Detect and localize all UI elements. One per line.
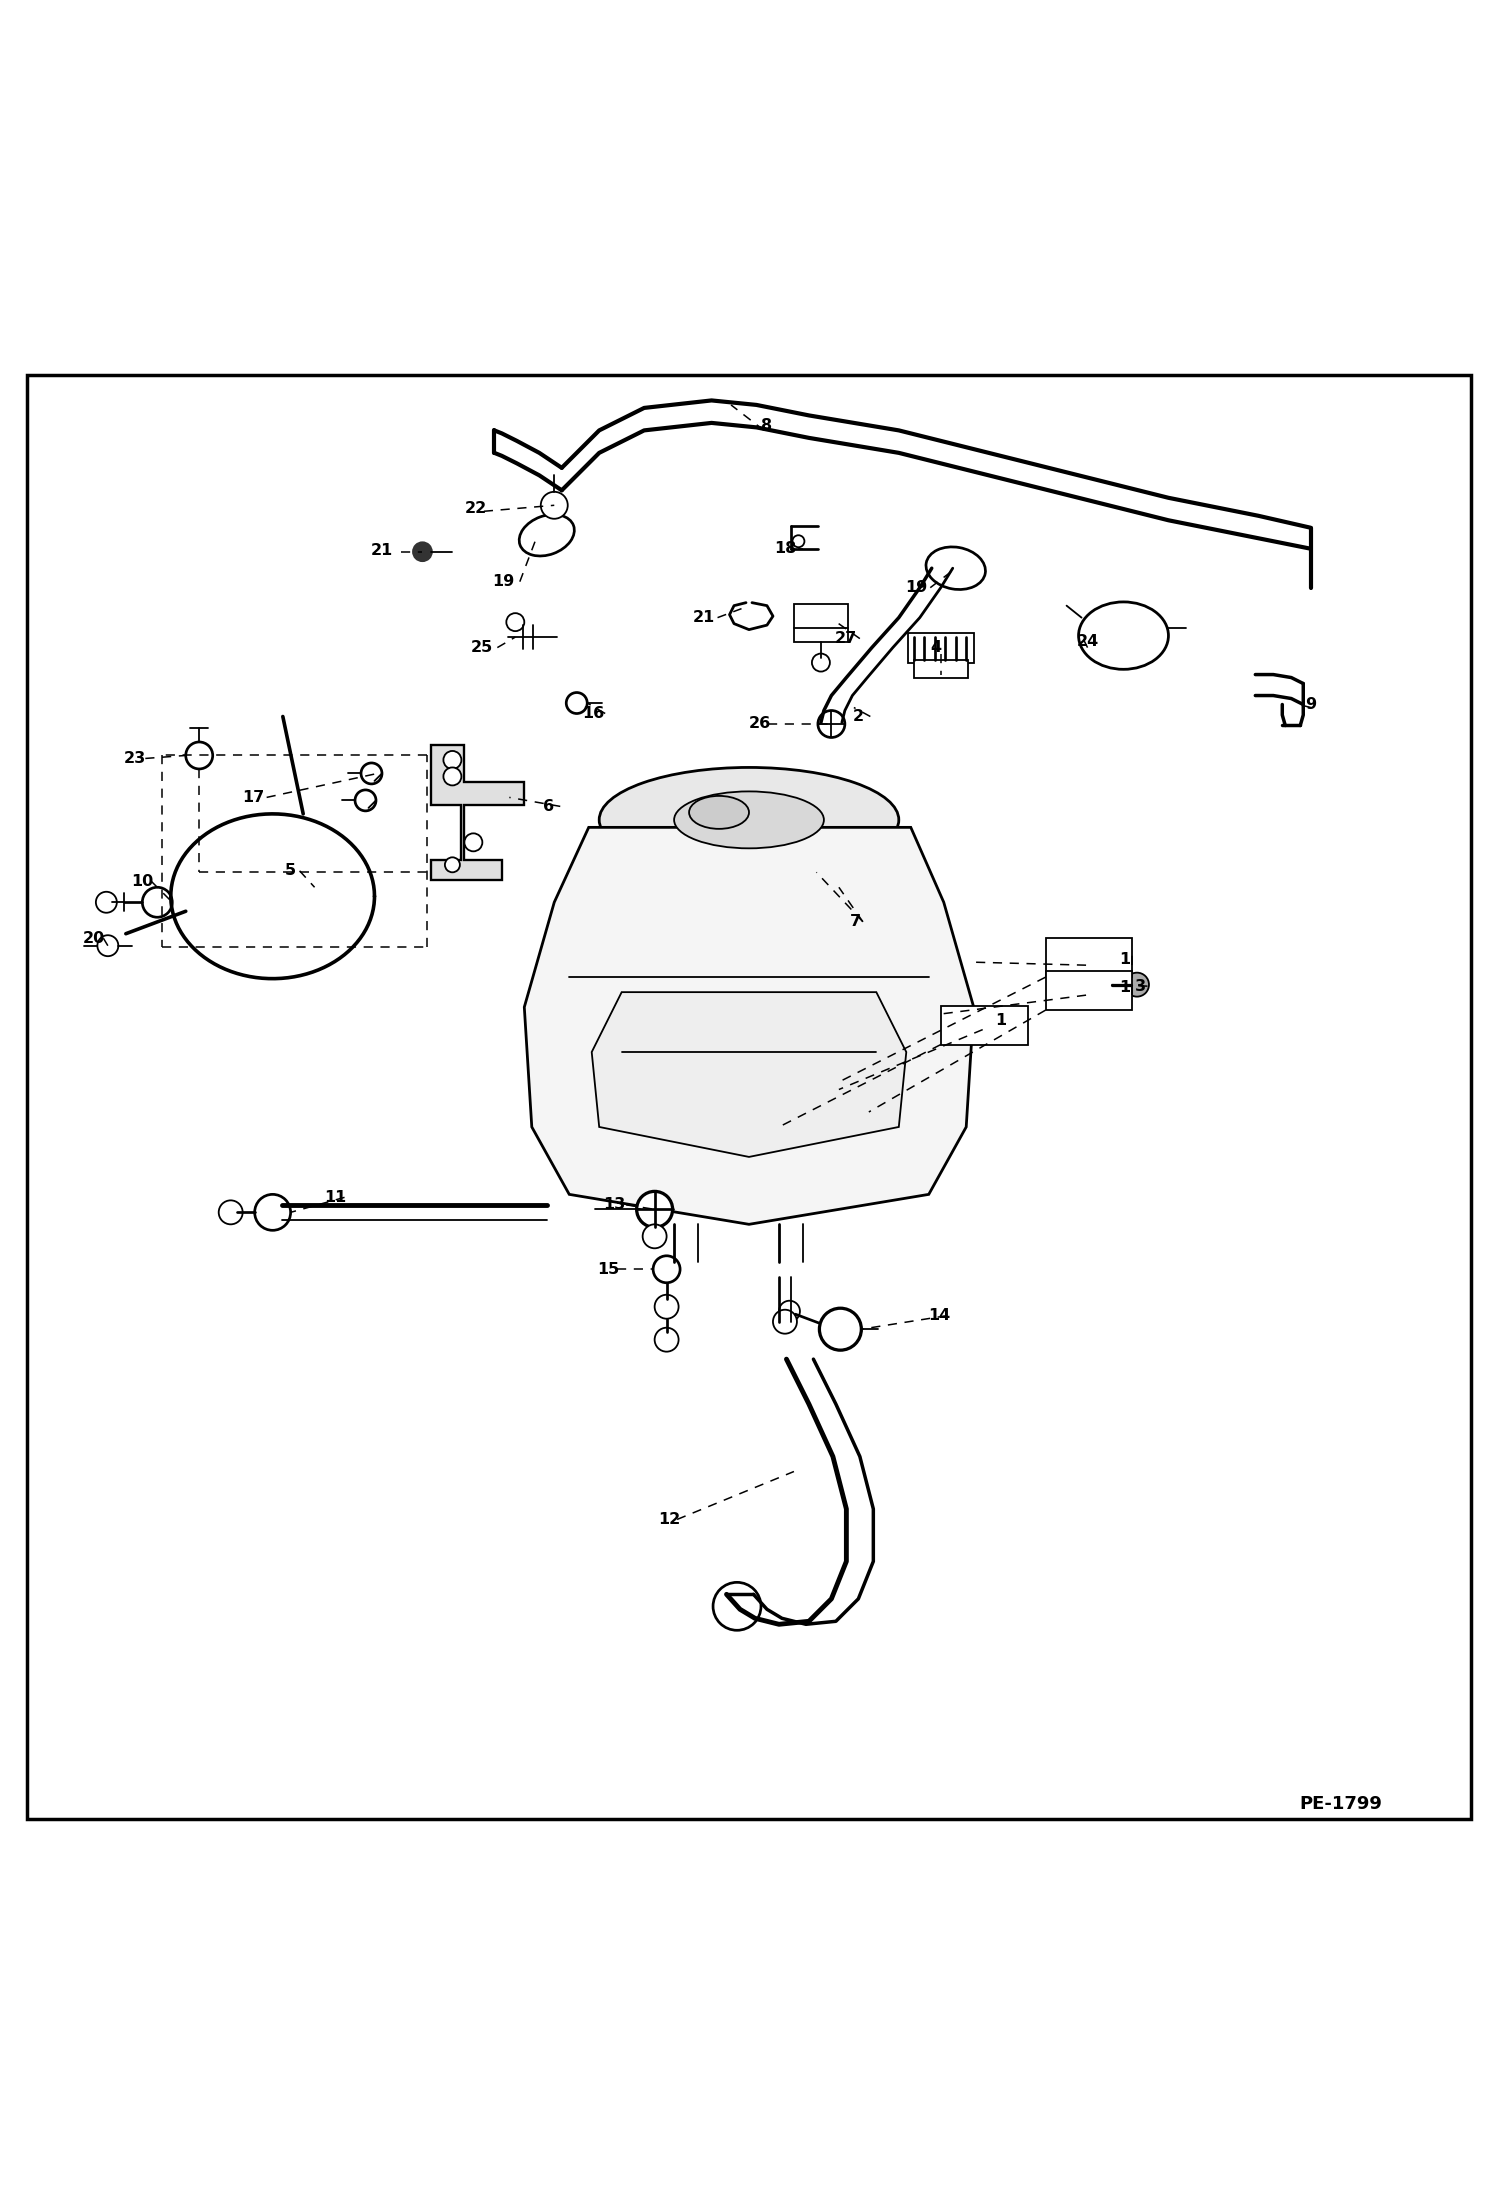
Circle shape — [464, 834, 482, 851]
Circle shape — [713, 1582, 761, 1630]
Text: 1: 1 — [1119, 952, 1131, 968]
Circle shape — [142, 886, 172, 917]
Bar — [1046, 939, 1132, 976]
Text: 18: 18 — [774, 542, 795, 557]
Text: 16: 16 — [583, 706, 604, 722]
Circle shape — [541, 491, 568, 518]
Polygon shape — [592, 992, 906, 1156]
Text: 22: 22 — [466, 500, 487, 516]
Circle shape — [355, 790, 376, 812]
Text: 24: 24 — [1077, 634, 1098, 649]
Bar — [908, 632, 974, 663]
Ellipse shape — [926, 546, 986, 590]
Circle shape — [655, 1327, 679, 1352]
Bar — [1046, 972, 1132, 1009]
Circle shape — [643, 1224, 667, 1248]
Text: 21: 21 — [694, 610, 715, 625]
Ellipse shape — [599, 768, 899, 873]
Circle shape — [361, 764, 382, 783]
Text: 13: 13 — [604, 1198, 625, 1213]
Ellipse shape — [520, 516, 574, 555]
Polygon shape — [524, 827, 974, 1224]
Text: PE-1799: PE-1799 — [1299, 1795, 1383, 1812]
Text: 21: 21 — [372, 542, 392, 557]
Text: 19: 19 — [906, 579, 927, 595]
Circle shape — [506, 612, 524, 632]
Circle shape — [255, 1194, 291, 1231]
Text: 8: 8 — [761, 419, 773, 434]
Circle shape — [812, 654, 830, 671]
Circle shape — [443, 768, 461, 785]
Circle shape — [445, 858, 460, 873]
Ellipse shape — [1079, 601, 1168, 669]
Text: 2: 2 — [852, 709, 864, 724]
Text: 26: 26 — [749, 717, 770, 731]
Text: 10: 10 — [132, 873, 153, 889]
Text: 12: 12 — [659, 1512, 680, 1527]
Text: 3: 3 — [1134, 979, 1146, 994]
Bar — [941, 1005, 1028, 1044]
Text: 4: 4 — [930, 641, 942, 656]
Circle shape — [773, 1310, 797, 1334]
Circle shape — [96, 891, 117, 913]
Circle shape — [1085, 972, 1112, 998]
Ellipse shape — [689, 796, 749, 829]
Text: 17: 17 — [243, 790, 264, 805]
Circle shape — [219, 1200, 243, 1224]
Circle shape — [413, 542, 431, 562]
Circle shape — [566, 693, 587, 713]
Circle shape — [653, 1255, 680, 1283]
Circle shape — [655, 1294, 679, 1319]
Text: 11: 11 — [325, 1189, 346, 1205]
Circle shape — [1125, 972, 1149, 996]
Circle shape — [443, 750, 461, 768]
Circle shape — [819, 1308, 861, 1349]
Bar — [794, 603, 848, 641]
Text: 23: 23 — [124, 750, 145, 766]
Text: 27: 27 — [836, 632, 857, 645]
Bar — [914, 660, 968, 678]
Circle shape — [97, 935, 118, 957]
Text: 7: 7 — [849, 915, 861, 930]
Text: 9: 9 — [1305, 698, 1317, 713]
Circle shape — [637, 1191, 673, 1226]
Text: 1: 1 — [995, 1014, 1007, 1029]
Polygon shape — [431, 746, 524, 880]
Text: 19: 19 — [493, 575, 514, 590]
Text: 1: 1 — [1119, 981, 1131, 996]
Text: 6: 6 — [542, 799, 554, 814]
Text: 25: 25 — [472, 641, 493, 656]
Text: 20: 20 — [84, 930, 105, 946]
Ellipse shape — [674, 792, 824, 849]
Text: 5: 5 — [285, 862, 297, 878]
Text: 14: 14 — [929, 1308, 950, 1323]
Text: 15: 15 — [598, 1262, 619, 1277]
Circle shape — [818, 711, 845, 737]
Circle shape — [186, 742, 213, 768]
Circle shape — [779, 1301, 800, 1321]
